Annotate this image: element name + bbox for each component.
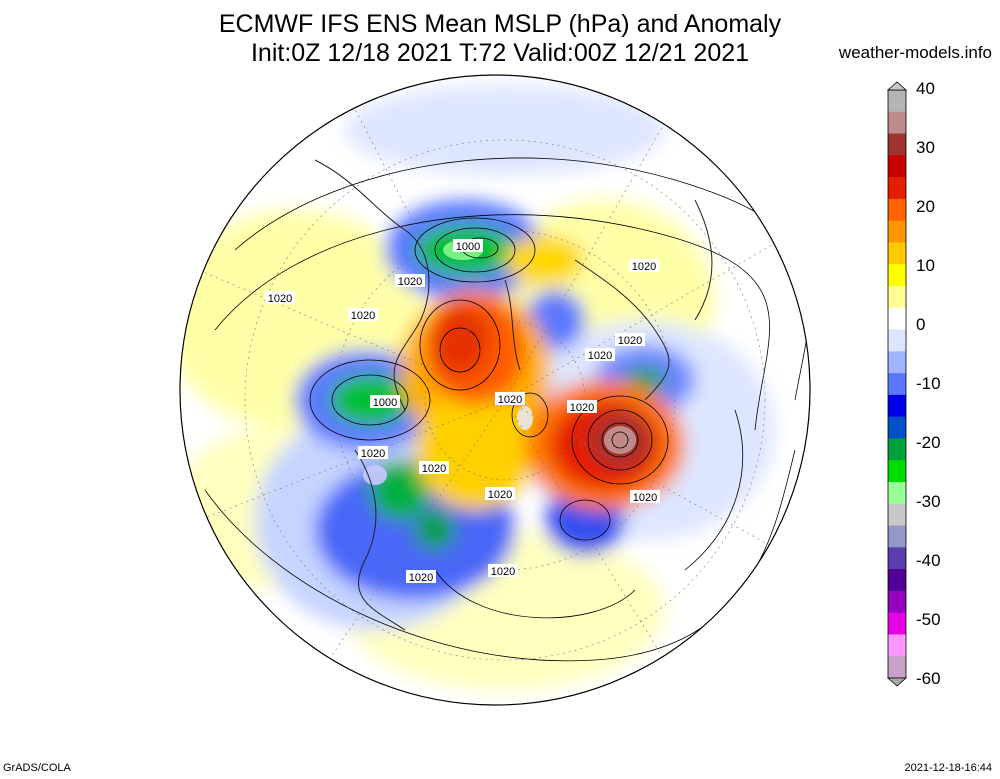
svg-text:1020: 1020 (422, 463, 446, 475)
contour-label: 1020 (265, 291, 295, 305)
colorbar-cell (888, 525, 906, 548)
svg-text:1000: 1000 (373, 397, 397, 409)
colorbar-cell (888, 111, 906, 135)
colorbar-cell (888, 373, 906, 396)
colorbar-tick-label: -20 (916, 433, 941, 452)
contour-label: 1020 (629, 259, 659, 273)
svg-text:1020: 1020 (632, 261, 656, 273)
colorbar-cell (888, 612, 906, 635)
svg-text:1020: 1020 (588, 350, 612, 362)
svg-text:1000: 1000 (456, 241, 480, 253)
colorbar-cell (888, 220, 906, 243)
contour-label: 1020 (615, 333, 645, 347)
contour-label: 1020 (395, 274, 425, 288)
contour-label: 1000 (453, 239, 483, 253)
source-label: weather-models.info (838, 43, 992, 62)
svg-text:1020: 1020 (409, 572, 433, 584)
svg-text:1020: 1020 (268, 293, 292, 305)
isobars (204, 157, 810, 662)
contour-label: 1020 (348, 308, 378, 322)
svg-text:1020: 1020 (618, 335, 642, 347)
chart-title-line-1: ECMWF IFS ENS Mean MSLP (hPa) and Anomal… (218, 10, 782, 38)
map-boundary (179, 74, 811, 706)
colorbar-cell (888, 503, 906, 527)
svg-text:1020: 1020 (570, 402, 594, 414)
colorbar-tick-label: 10 (916, 256, 935, 275)
colorbar-cell (888, 177, 906, 200)
contour-label: 1020 (585, 348, 615, 362)
footer-software-label: GrADS/COLA (3, 762, 71, 774)
colorbar-cell (888, 460, 906, 483)
colorbar-cell (888, 264, 906, 287)
contour-label: 1020 (495, 392, 525, 406)
colorbar-cell (888, 482, 906, 505)
colorbar-tick-label: -40 (916, 551, 941, 570)
colorbar-tick-label: -60 (916, 669, 941, 688)
colorbar-tick-label: 40 (916, 79, 935, 98)
colorbar-cell (888, 351, 906, 374)
contour-label: 1020 (485, 487, 515, 501)
colorbar-cell (888, 133, 906, 156)
colorbar-cell (888, 394, 906, 418)
colorbar-tick-label: 0 (916, 315, 926, 334)
contour-label: 1020 (406, 570, 436, 584)
colorbar-tick-label: -10 (916, 374, 941, 393)
polar-map: 1000 1000 1020 1020 1020 1020 1020 1020 … (179, 74, 811, 706)
colorbar-cell (888, 547, 906, 570)
colorbar-cell (888, 307, 906, 331)
colorbar-tick-label: -30 (916, 492, 941, 511)
colorbar-tick-label: 30 (916, 138, 935, 157)
colorbar-cell (888, 155, 906, 178)
colorbar-cells (887, 89, 907, 679)
contour-label-layer: 1000 1000 1020 1020 1020 1020 1020 1020 … (265, 239, 660, 584)
colorbar-top-arrow (886, 81, 908, 91)
contour-label: 1020 (419, 461, 449, 475)
colorbar-cell (888, 569, 906, 592)
colorbar-cell (888, 242, 906, 265)
chart-title-line-2: Init:0Z 12/18 2021 T:72 Valid:00Z 12/21 … (250, 39, 750, 67)
colorbar-cell (888, 634, 906, 657)
svg-text:1020: 1020 (361, 448, 385, 460)
colorbar-cell (888, 416, 906, 439)
colorbar-cell (888, 438, 906, 461)
contour-label: 1020 (630, 490, 660, 504)
svg-text:1020: 1020 (633, 492, 657, 504)
svg-text:1020: 1020 (488, 489, 512, 501)
svg-text:1020: 1020 (351, 310, 375, 322)
colorbar-cell (888, 198, 906, 222)
colorbar-cell (888, 90, 906, 113)
svg-text:1020: 1020 (491, 566, 515, 578)
contour-label: 1020 (358, 446, 388, 460)
contour-label: 1020 (488, 564, 518, 578)
colorbar-tick-label: -50 (916, 610, 941, 629)
svg-text:1020: 1020 (498, 394, 522, 406)
footer-timestamp: 2021-12-18-16:44 (904, 762, 992, 774)
colorbar-cell (888, 286, 906, 309)
colorbar-bottom-arrow (886, 677, 908, 687)
colorbar (886, 81, 908, 687)
colorbar-cell (888, 656, 906, 679)
contour-label: 1000 (370, 395, 400, 409)
colorbar-cell (888, 590, 906, 614)
svg-text:1020: 1020 (398, 276, 422, 288)
contour-label: 1020 (567, 400, 597, 414)
coastlines (314, 159, 713, 631)
colorbar-cell (888, 329, 906, 352)
colorbar-tick-label: 20 (916, 197, 935, 216)
